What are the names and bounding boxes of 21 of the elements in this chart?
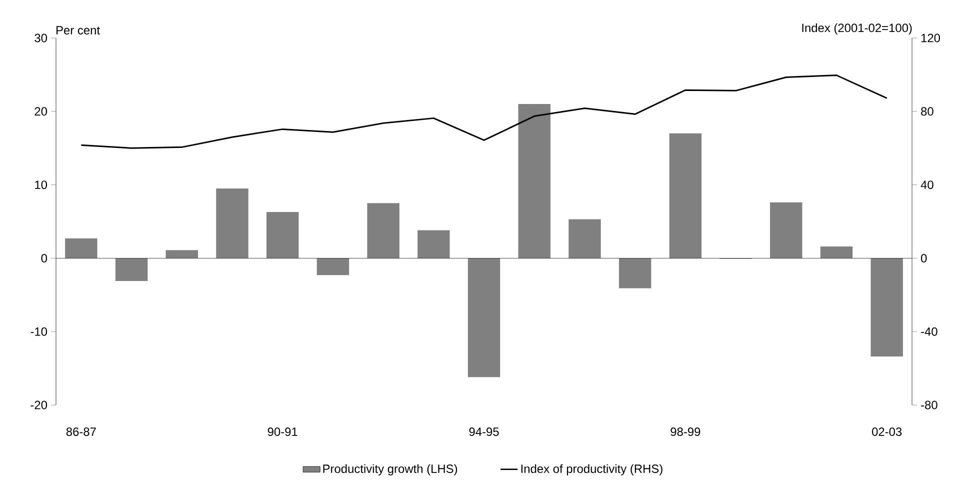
legend-label: Index of productivity (RHS): [521, 464, 662, 476]
y-tick-label: -10: [30, 327, 48, 336]
legend-label: Productivity growth (LHS): [323, 464, 458, 476]
y-tick-label: 30: [34, 34, 48, 42]
y2-tick-label: -80: [921, 400, 938, 410]
x-tick-label: 98-99: [670, 428, 700, 436]
y-tick-label: 10: [35, 180, 48, 190]
x-tick-label: 02-03: [872, 428, 902, 436]
y2-tick-label: -40: [921, 327, 938, 336]
y-axis-title: Per cent: [56, 26, 100, 34]
y2-tick-label: 80: [921, 107, 934, 116]
y2-axis-title: Index (2001-02=100): [802, 23, 912, 34]
y-tick-label: 20: [34, 107, 48, 116]
x-tick-label: 90-91: [268, 428, 298, 436]
y2-tick-label: 40: [920, 180, 934, 190]
x-tick-label: 94-95: [469, 428, 499, 436]
y-tick-label: -20: [30, 400, 48, 410]
y2-tick-label: 120: [921, 34, 940, 42]
y-tick-label: 0: [41, 254, 48, 262]
x-tick-label: 86-87: [66, 428, 96, 436]
y2-tick-label: 0: [921, 254, 927, 262]
